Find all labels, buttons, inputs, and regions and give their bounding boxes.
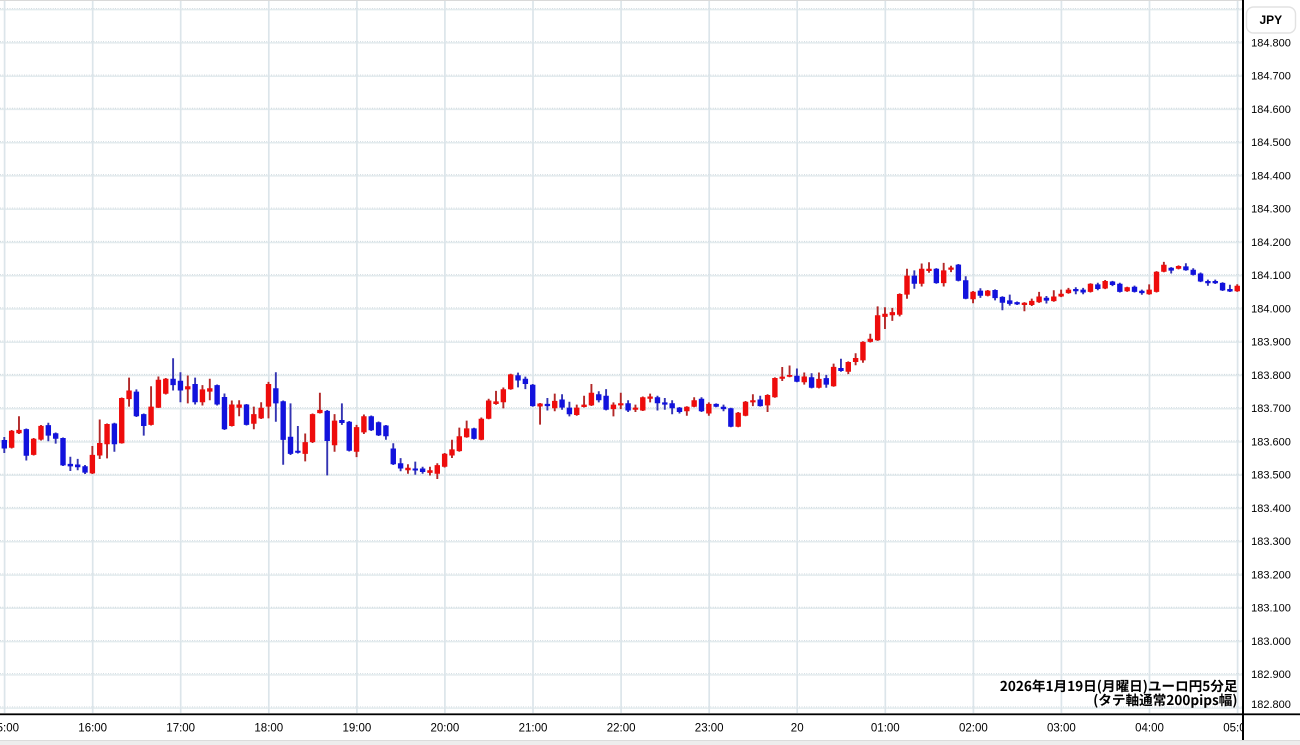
svg-text:183.700: 183.700 [1251,403,1291,415]
svg-text:183.200: 183.200 [1251,569,1291,581]
svg-text:184.500: 184.500 [1251,137,1291,149]
svg-text:182.800: 182.800 [1251,699,1291,711]
svg-text:184.700: 184.700 [1251,71,1291,83]
svg-text:183.900: 183.900 [1251,337,1291,349]
svg-text:16:00: 16:00 [78,723,107,735]
svg-text:18:00: 18:00 [254,723,283,735]
svg-text:01:00: 01:00 [871,723,900,735]
svg-text:184.300: 184.300 [1251,204,1291,216]
svg-text:184.400: 184.400 [1251,170,1291,182]
svg-text:184.200: 184.200 [1251,237,1291,249]
svg-text:21:00: 21:00 [519,723,548,735]
svg-text:183.100: 183.100 [1251,603,1291,615]
svg-text:JPY: JPY [1259,13,1282,27]
svg-text:23:00: 23:00 [695,723,724,735]
svg-text:03:00: 03:00 [1047,723,1076,735]
svg-text:183.300: 183.300 [1251,536,1291,548]
svg-text:183.500: 183.500 [1251,470,1291,482]
svg-text:184.000: 184.000 [1251,303,1291,315]
svg-text:183.600: 183.600 [1251,436,1291,448]
svg-text:15:00: 15:00 [0,723,19,735]
svg-text:184.600: 184.600 [1251,104,1291,116]
svg-text:183.000: 183.000 [1251,636,1291,648]
svg-text:22:00: 22:00 [607,723,636,735]
svg-text:05:00: 05:00 [1223,723,1252,735]
svg-text:184.100: 184.100 [1251,270,1291,282]
svg-text:184.800: 184.800 [1251,37,1291,49]
svg-text:20:00: 20:00 [431,723,460,735]
svg-text:20: 20 [791,723,804,735]
svg-text:19:00: 19:00 [343,723,372,735]
svg-text:04:00: 04:00 [1135,723,1164,735]
svg-text:182.900: 182.900 [1251,669,1291,681]
svg-text:183.800: 183.800 [1251,370,1291,382]
svg-text:183.400: 183.400 [1251,503,1291,515]
svg-text:02:00: 02:00 [959,723,988,735]
svg-text:17:00: 17:00 [166,723,195,735]
